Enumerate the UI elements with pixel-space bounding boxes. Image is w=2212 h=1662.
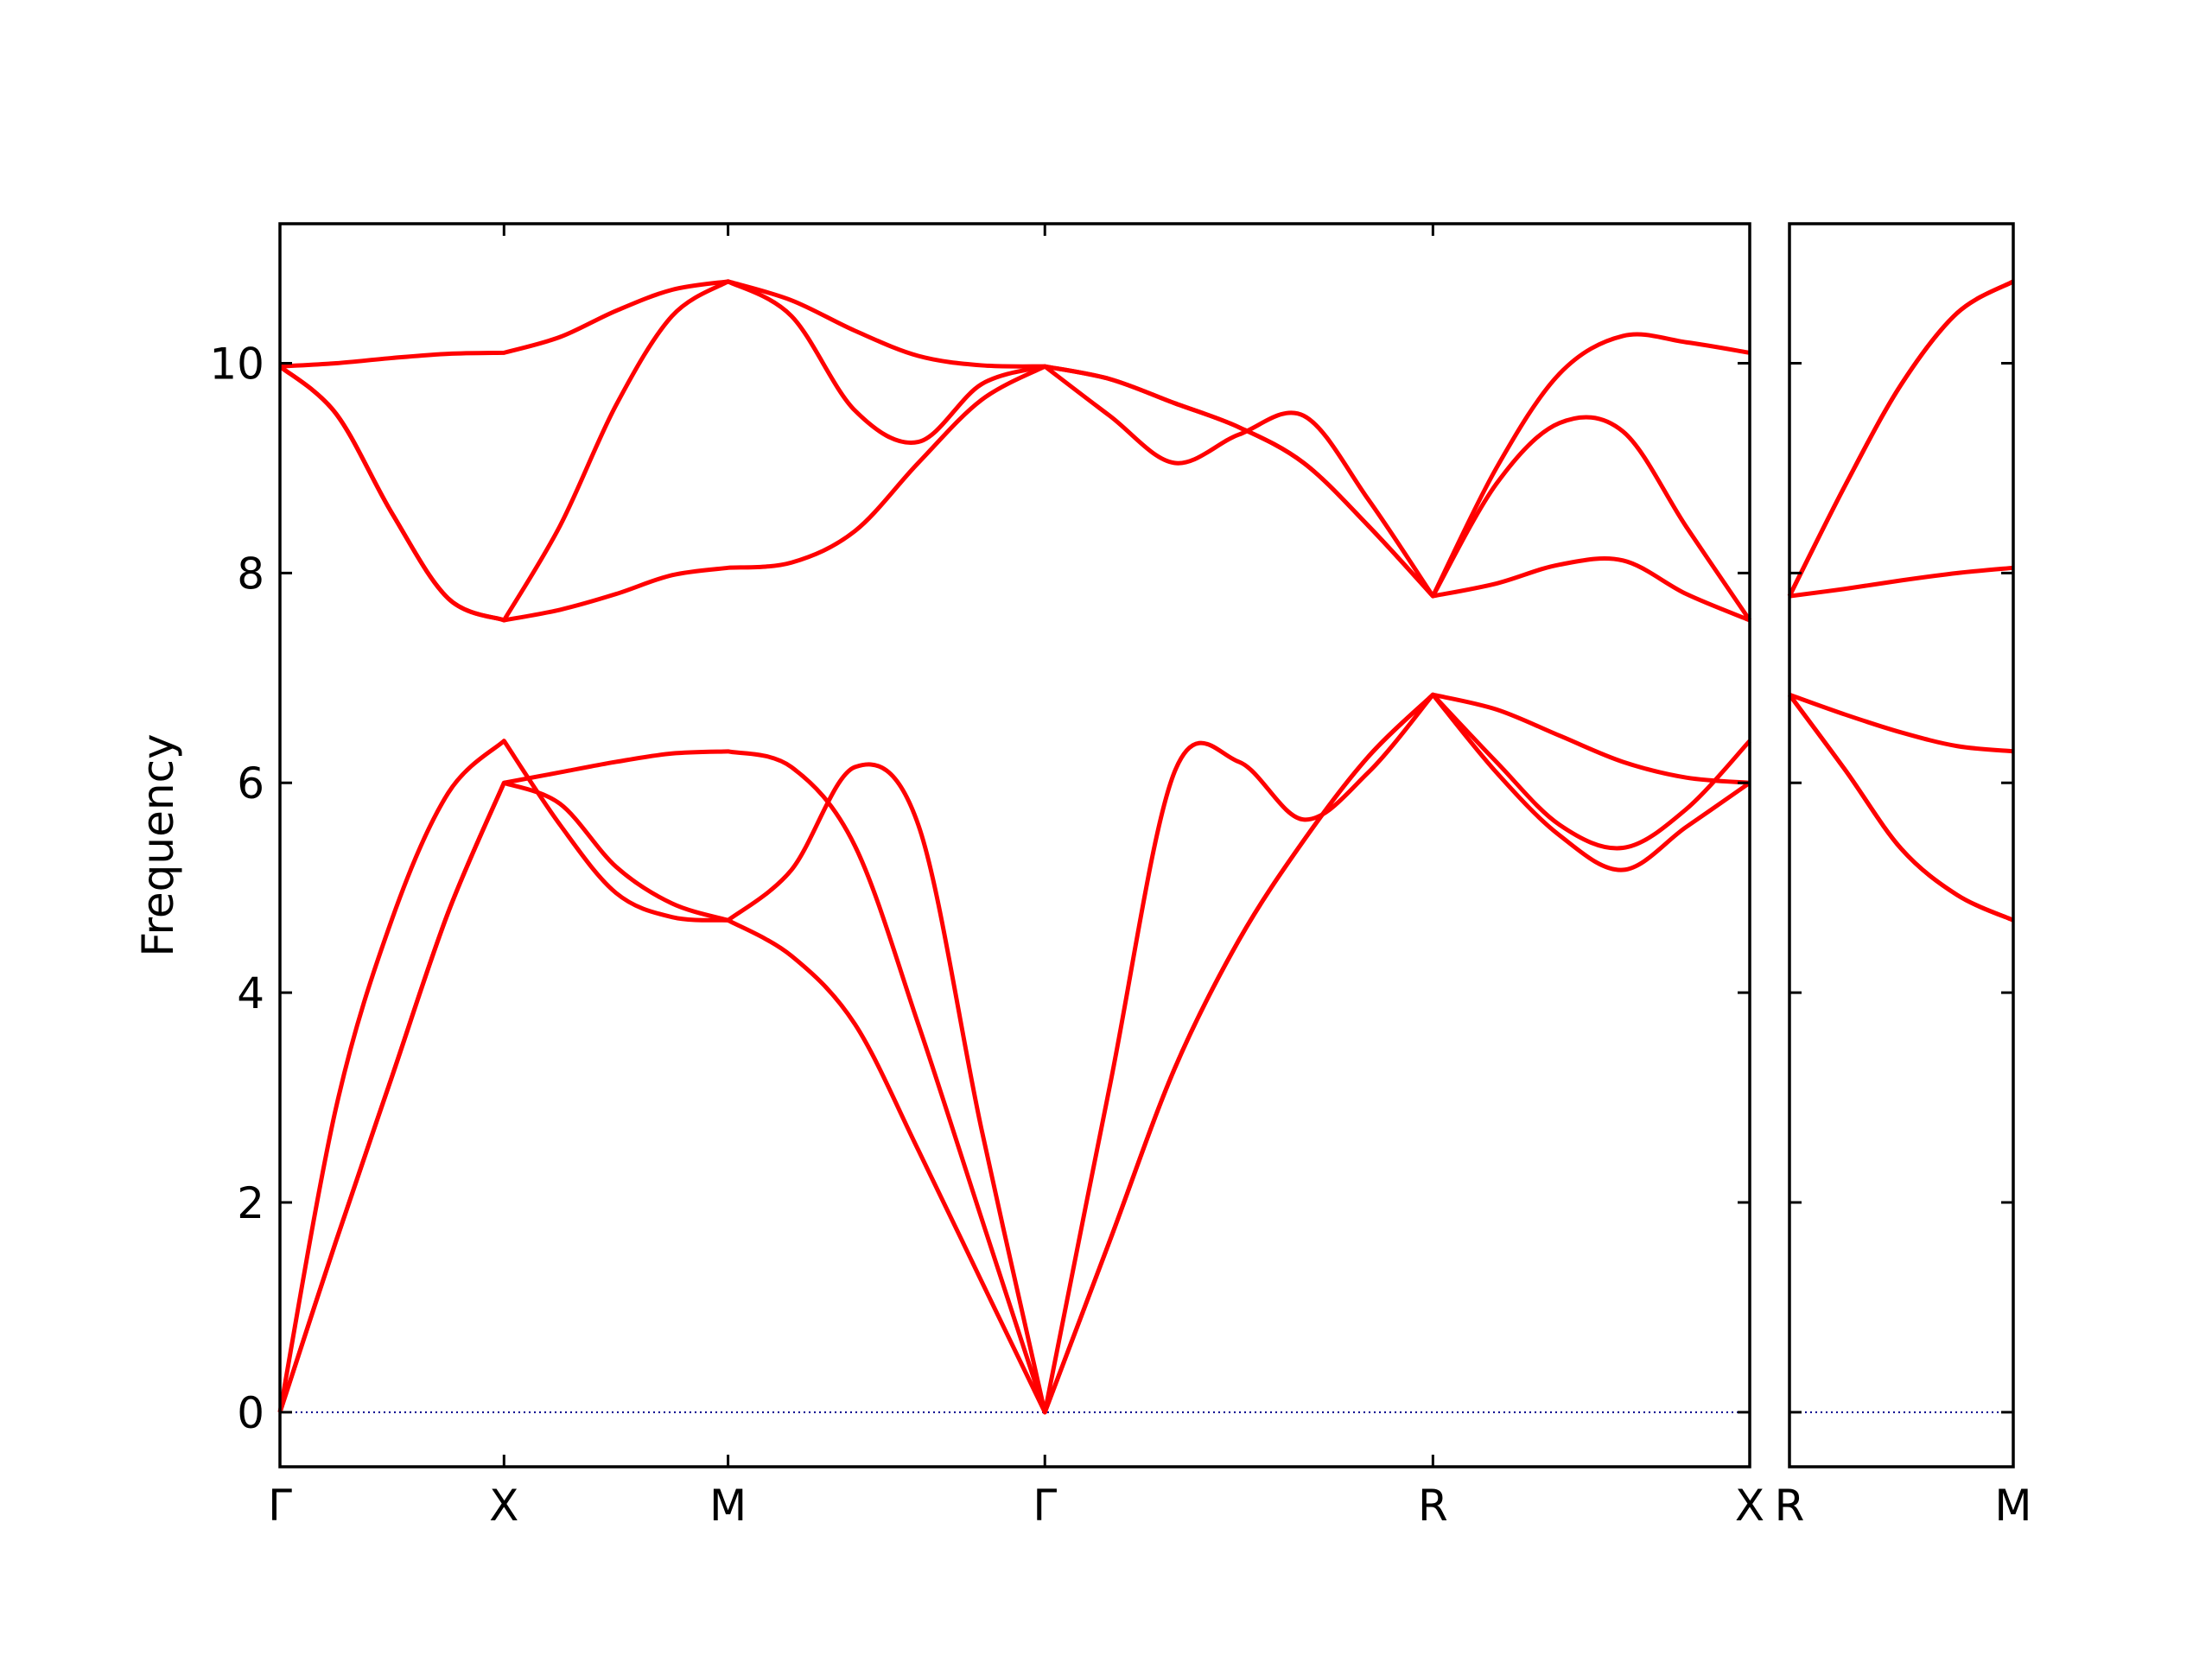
y-axis-label: Frequency: [133, 733, 183, 956]
band-line: [277, 692, 1751, 1415]
x-tick-label: M: [1994, 1481, 2031, 1531]
band-line: [1787, 279, 2015, 598]
band-line: [279, 279, 1751, 599]
x-tick-label: M: [709, 1481, 747, 1531]
y-tick-label: 8: [237, 549, 264, 599]
x-tick-label: R: [1418, 1481, 1448, 1531]
plot-frame: [278, 222, 1751, 1469]
y-tick-label: 6: [237, 758, 264, 809]
x-tick-label: Γ: [1033, 1481, 1057, 1531]
x-tick-label: Γ: [268, 1481, 292, 1531]
band-line: [1787, 693, 2015, 923]
band-line: [1787, 693, 2015, 923]
band-line: [1789, 692, 2014, 754]
band-line: [277, 692, 1751, 1415]
band-line: [1787, 279, 2015, 598]
y-tick-label: 0: [237, 1388, 264, 1438]
y-tick-label: 4: [237, 968, 264, 1018]
y-tick-label: 2: [237, 1178, 264, 1228]
band-line: [278, 279, 1752, 623]
y-tick-label: 10: [209, 339, 264, 390]
band-line: [277, 692, 1751, 1415]
x-tick-label: X: [1735, 1481, 1764, 1531]
band-line: [278, 364, 1751, 623]
x-tick-label: X: [489, 1481, 518, 1531]
plot-frame: [1788, 222, 2015, 1469]
band-line: [1789, 565, 2014, 599]
x-tick-label: R: [1775, 1481, 1805, 1531]
